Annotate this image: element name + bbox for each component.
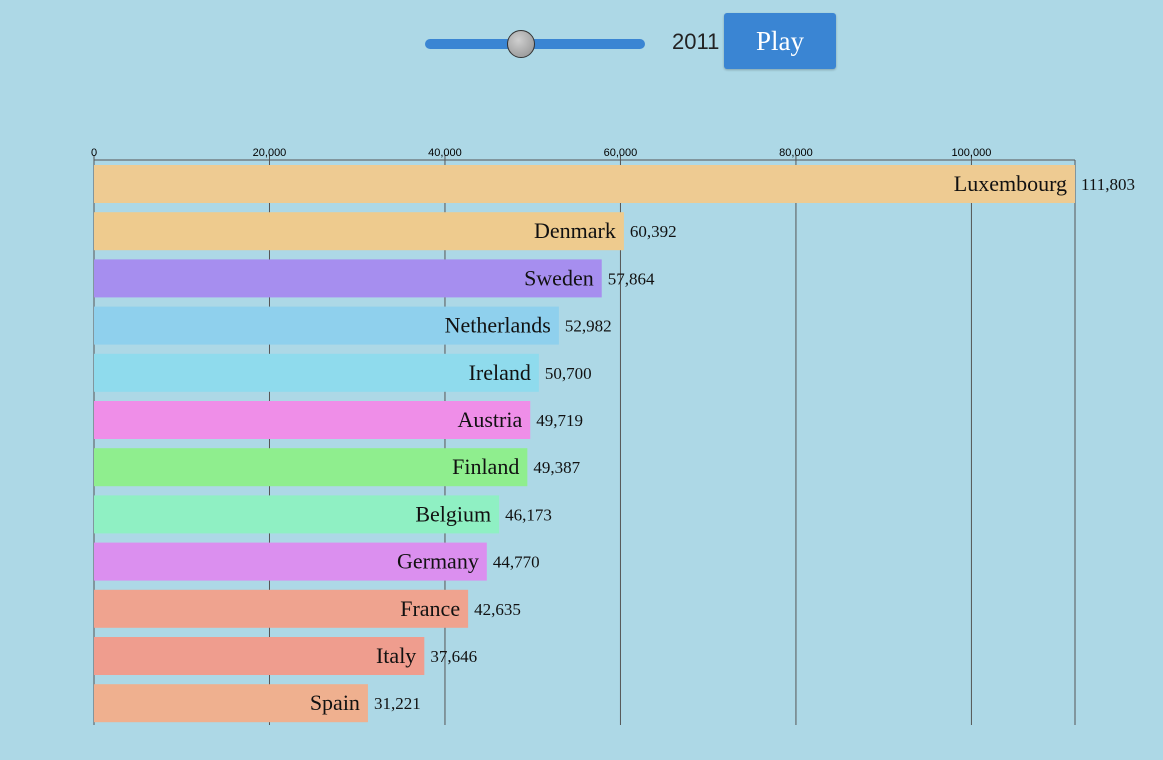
bar xyxy=(94,306,559,345)
year-label: 2011 xyxy=(672,29,720,54)
bar-category-label: Netherlands xyxy=(445,313,551,338)
bar-group: Finland 49,387 xyxy=(94,448,581,487)
bar-value-label: 42,635 xyxy=(474,600,521,619)
bar xyxy=(94,448,528,487)
bar xyxy=(94,401,531,439)
bar-value-label: 46,173 xyxy=(505,505,552,524)
bar xyxy=(94,542,487,581)
x-axis: 0 20,000 40,000 60,000 80,000 100,000 xyxy=(91,147,1075,161)
bar xyxy=(94,353,539,392)
bar-value-label: 111,803 xyxy=(1081,175,1135,194)
bar-category-label: Germany xyxy=(397,549,479,574)
bar xyxy=(94,165,1075,203)
bar-group: Italy 37,646 xyxy=(94,637,477,675)
bar-value-label: 31,221 xyxy=(374,694,421,713)
bar-group: Austria 49,719 xyxy=(94,401,583,439)
bar-value-label: 37,646 xyxy=(430,647,477,666)
bar-group: Spain 31,221 xyxy=(94,684,421,723)
bar xyxy=(94,495,500,534)
bar-value-label: 52,982 xyxy=(565,317,612,336)
bar-category-label: Finland xyxy=(452,454,519,479)
bar-value-label: 49,719 xyxy=(536,411,583,430)
bar-value-label: 49,387 xyxy=(533,458,580,477)
bar-group: France 42,635 xyxy=(94,589,521,628)
x-tick-label: 60,000 xyxy=(604,147,638,159)
x-tick-label: 0 xyxy=(91,147,97,159)
bar-group: Sweden 57,864 xyxy=(94,259,655,298)
bar-category-label: Ireland xyxy=(469,360,531,385)
bar-group: Belgium 46,173 xyxy=(94,495,552,534)
bar xyxy=(94,589,469,628)
bar-group: Netherlands 52,982 xyxy=(94,306,612,345)
bar-group: Germany 44,770 xyxy=(94,542,540,581)
bar-category-label: Belgium xyxy=(415,501,491,526)
x-tick-label: 80,000 xyxy=(779,147,813,159)
x-tick-label: 100,000 xyxy=(952,147,992,159)
bar-value-label: 57,864 xyxy=(608,269,655,288)
year-slider[interactable] xyxy=(425,39,645,49)
x-tick-label: 40,000 xyxy=(428,147,462,159)
bar-group: Denmark 60,392 xyxy=(94,212,677,251)
bar-group: Luxembourg 111,803 xyxy=(94,165,1135,203)
bar-category-label: France xyxy=(400,596,460,621)
year-slider-thumb[interactable] xyxy=(507,30,535,58)
bar-value-label: 50,700 xyxy=(545,364,592,383)
bar-category-label: Luxembourg xyxy=(954,171,1067,196)
grid-lines xyxy=(93,160,1076,725)
bars: Luxembourg 111,803 Denmark 60,392 Sweden 57,8… xyxy=(94,165,1135,723)
bar-category-label: Spain xyxy=(310,690,360,715)
bar xyxy=(94,212,624,251)
bar xyxy=(94,259,602,298)
bar-category-label: Italy xyxy=(376,643,416,668)
bar-value-label: 44,770 xyxy=(493,553,540,572)
bar-category-label: Sweden xyxy=(524,265,594,290)
x-tick-label: 20,000 xyxy=(253,147,287,159)
bar-group: Ireland 50,700 xyxy=(94,353,592,392)
bar xyxy=(94,684,368,723)
playback-controls: 2011 Play xyxy=(0,0,1163,90)
bar-category-label: Denmark xyxy=(534,218,616,243)
bar xyxy=(94,637,425,675)
bar-category-label: Austria xyxy=(457,407,522,432)
play-button[interactable]: Play xyxy=(724,13,836,69)
bar-value-label: 60,392 xyxy=(630,222,677,241)
